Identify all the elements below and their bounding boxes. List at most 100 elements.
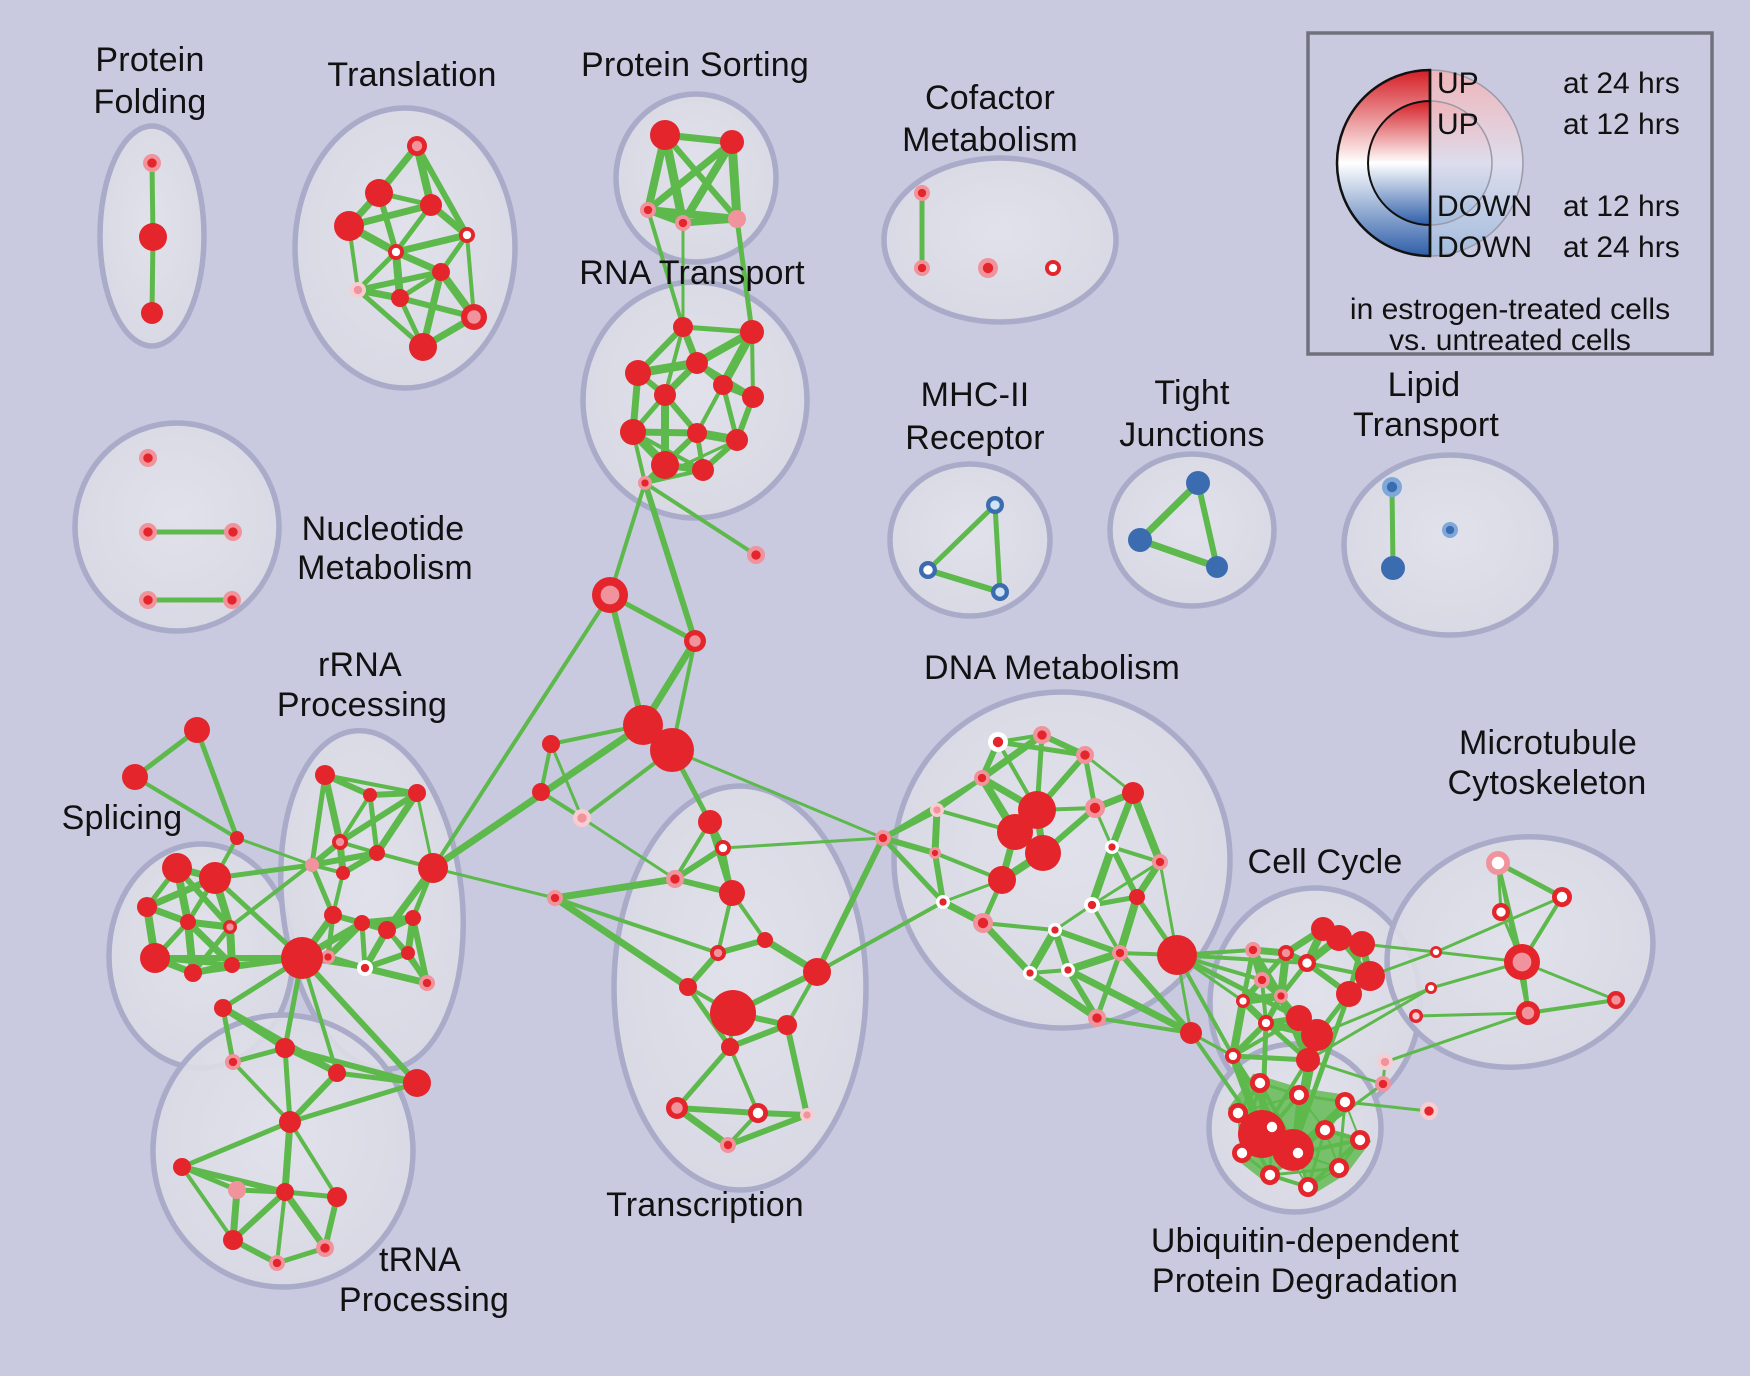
- node-TR9[interactable]: [710, 990, 756, 1036]
- node-TN12[interactable]: [269, 1255, 285, 1271]
- node-CC4[interactable]: [1274, 989, 1288, 1003]
- node-B5[interactable]: [650, 728, 694, 772]
- node-CC15[interactable]: [1311, 917, 1335, 941]
- node-DM0[interactable]: [988, 732, 1008, 752]
- node-SP3[interactable]: [180, 914, 196, 930]
- node-X1[interactable]: [1375, 1076, 1391, 1092]
- node-DM3[interactable]: [974, 770, 990, 786]
- node-DM25[interactable]: [1180, 1022, 1202, 1044]
- node-RT3[interactable]: [686, 352, 708, 374]
- node-M0[interactable]: [986, 496, 1004, 514]
- node-TR11[interactable]: [721, 1038, 739, 1056]
- node-DM10[interactable]: [929, 847, 941, 859]
- node-DM21[interactable]: [1023, 966, 1037, 980]
- node-DM11[interactable]: [1105, 840, 1119, 854]
- node-CC6[interactable]: [1349, 931, 1375, 957]
- node-DM13[interactable]: [988, 866, 1016, 894]
- node-TJ0[interactable]: [1186, 471, 1210, 495]
- node-RT8[interactable]: [687, 423, 707, 443]
- node-RT7[interactable]: [620, 419, 646, 445]
- node-LP1[interactable]: [1381, 556, 1405, 580]
- node-B2[interactable]: [592, 577, 628, 613]
- node-MT2[interactable]: [1492, 903, 1510, 921]
- node-DM17[interactable]: [973, 913, 993, 933]
- node-CC8[interactable]: [1336, 981, 1362, 1007]
- node-SP5[interactable]: [140, 943, 170, 973]
- node-RR3[interactable]: [332, 834, 348, 850]
- node-DM16[interactable]: [1084, 897, 1100, 913]
- node-TJ1[interactable]: [1128, 528, 1152, 552]
- node-DM6[interactable]: [1085, 798, 1105, 818]
- node-PS3[interactable]: [675, 215, 691, 231]
- node-S0[interactable]: [184, 717, 210, 743]
- node-SP0[interactable]: [162, 853, 192, 883]
- node-DM2[interactable]: [1076, 746, 1094, 764]
- node-L1[interactable]: [532, 783, 550, 801]
- node-UB6[interactable]: [1350, 1130, 1370, 1150]
- node-MT4[interactable]: [1504, 944, 1540, 980]
- node-TR0[interactable]: [698, 810, 722, 834]
- node-S1[interactable]: [122, 764, 148, 790]
- node-LP0[interactable]: [1382, 477, 1402, 497]
- node-CC0[interactable]: [1245, 942, 1261, 958]
- node-T3[interactable]: [420, 194, 442, 216]
- node-CC7[interactable]: [1355, 961, 1385, 991]
- node-L0[interactable]: [542, 735, 560, 753]
- node-UB11[interactable]: [1298, 1177, 1318, 1197]
- node-SP7[interactable]: [224, 957, 240, 973]
- node-N3[interactable]: [139, 591, 157, 609]
- node-T6[interactable]: [432, 263, 450, 281]
- node-DM8[interactable]: [997, 814, 1033, 850]
- node-RT0[interactable]: [673, 317, 693, 337]
- node-DM18[interactable]: [1048, 923, 1062, 937]
- node-TR4[interactable]: [547, 890, 563, 906]
- node-TR13[interactable]: [748, 1103, 768, 1123]
- node-SP2[interactable]: [137, 897, 157, 917]
- node-SP1[interactable]: [199, 862, 231, 894]
- node-SP4[interactable]: [223, 920, 237, 934]
- node-PF0[interactable]: [143, 154, 161, 172]
- node-M1[interactable]: [919, 561, 937, 579]
- node-C3[interactable]: [1045, 260, 1061, 276]
- node-TN3[interactable]: [328, 1064, 346, 1082]
- node-DM20[interactable]: [1061, 963, 1075, 977]
- node-T5[interactable]: [388, 244, 404, 260]
- node-UB1[interactable]: [1289, 1085, 1309, 1105]
- node-L2[interactable]: [573, 809, 591, 827]
- node-RT2[interactable]: [625, 360, 651, 386]
- node-T10[interactable]: [409, 333, 437, 361]
- node-B3[interactable]: [684, 630, 706, 652]
- node-DM14[interactable]: [1129, 889, 1145, 905]
- node-CC2[interactable]: [1298, 954, 1316, 972]
- node-RR2[interactable]: [408, 784, 426, 802]
- node-RT4[interactable]: [713, 375, 733, 395]
- node-X2[interactable]: [1420, 1102, 1438, 1120]
- node-RR4[interactable]: [305, 858, 319, 872]
- node-T8[interactable]: [391, 289, 409, 307]
- node-MT0[interactable]: [1486, 851, 1510, 875]
- node-RR11[interactable]: [405, 910, 421, 926]
- node-CC14[interactable]: [1225, 1048, 1241, 1064]
- node-TR14[interactable]: [800, 1108, 814, 1122]
- node-TR1[interactable]: [715, 840, 731, 856]
- node-TN0[interactable]: [214, 999, 232, 1017]
- node-LP2[interactable]: [1442, 522, 1458, 538]
- node-TN11[interactable]: [316, 1239, 334, 1257]
- node-MT1[interactable]: [1552, 887, 1572, 907]
- node-RR8[interactable]: [324, 906, 342, 924]
- node-RR12[interactable]: [321, 950, 335, 964]
- node-TN9[interactable]: [327, 1187, 347, 1207]
- node-DM1[interactable]: [1033, 726, 1051, 744]
- node-TR15[interactable]: [720, 1137, 736, 1153]
- node-UB4[interactable]: [1262, 1117, 1282, 1137]
- node-N4[interactable]: [223, 591, 241, 609]
- node-RT5[interactable]: [742, 386, 764, 408]
- node-TN2[interactable]: [275, 1038, 295, 1058]
- node-TR5[interactable]: [757, 932, 773, 948]
- node-TR10[interactable]: [777, 1015, 797, 1035]
- node-UB2[interactable]: [1228, 1103, 1248, 1123]
- node-RT9[interactable]: [726, 429, 748, 451]
- node-RRH[interactable]: [281, 937, 323, 979]
- node-UB7[interactable]: [1232, 1143, 1252, 1163]
- node-MT3[interactable]: [1430, 946, 1442, 958]
